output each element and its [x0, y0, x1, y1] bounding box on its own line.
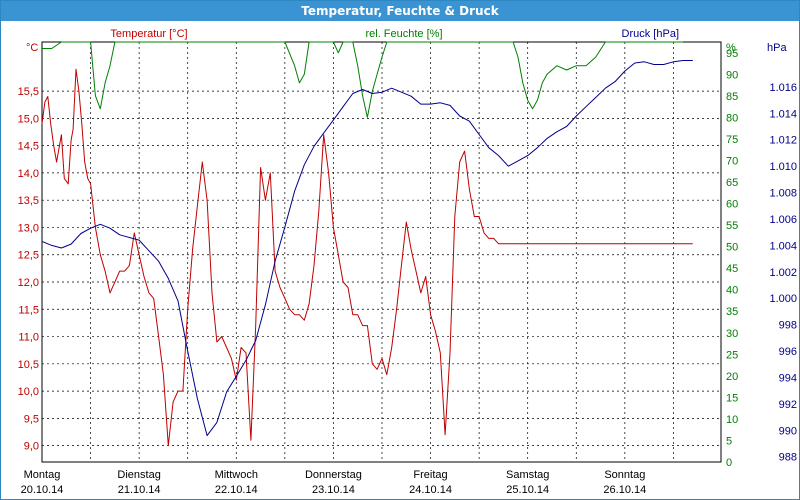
x-date-label: 24.10.14: [409, 484, 452, 496]
tick-label-pressure: 998: [779, 320, 797, 332]
tick-label-humidity: 15: [726, 392, 738, 404]
tick-label-temperature: 11,5: [18, 304, 39, 316]
tick-label-pressure: 1.008: [769, 188, 797, 200]
x-date-label: 20.10.14: [21, 484, 64, 496]
tick-label-humidity: 0: [726, 457, 732, 469]
tick-label-temperature: 15,5: [18, 86, 39, 98]
tick-label-humidity: 10: [726, 414, 738, 426]
tick-label-humidity: 95: [726, 48, 738, 60]
tick-label-temperature: 12,0: [18, 277, 39, 289]
axis-title-humidity: rel. Feuchte [%]: [365, 28, 442, 40]
tick-label-pressure: 990: [779, 425, 797, 437]
series-line-temperature: [41, 68, 693, 447]
series-layer: [41, 41, 693, 447]
tick-label-temperature: 10,5: [18, 359, 39, 371]
tick-label-pressure: 1.004: [769, 240, 797, 252]
tick-label-pressure: 1.006: [769, 214, 797, 226]
axis-title-pressure: Druck [hPa]: [622, 28, 679, 40]
series-line-pressure: [41, 60, 693, 437]
x-day-label: Samstag: [506, 469, 549, 481]
chart-canvas: 9,0 9,5 10,0 10,5 11,0 11,5 12,0 12,5 13,0 13,5 14…: [18, 28, 797, 496]
x-date-label: 21.10.14: [118, 484, 161, 496]
tick-label-humidity: 60: [726, 199, 738, 211]
x-day-label: Montag: [24, 469, 61, 481]
tick-label-humidity: 90: [726, 69, 738, 81]
tick-label-pressure: 1.016: [769, 82, 797, 94]
tick-label-temperature: 14,5: [18, 141, 39, 153]
tick-label-pressure: 994: [779, 372, 797, 384]
x-day-label: Dienstag: [117, 469, 160, 481]
tick-label-temperature: 12,5: [18, 250, 39, 262]
x-date-label: 22.10.14: [215, 484, 258, 496]
tick-label-pressure: 1.000: [769, 293, 797, 305]
tick-label-temperature: 13,0: [18, 222, 39, 234]
x-day-label: Donnerstag: [305, 469, 362, 481]
tick-label-pressure: 996: [779, 346, 797, 358]
x-date-label: 26.10.14: [603, 484, 646, 496]
axis-title-temperature: Temperatur [°C]: [110, 28, 187, 40]
tick-label-humidity: 85: [726, 91, 738, 103]
tick-label-temperature: 13,5: [18, 195, 39, 207]
axis-unit-pressure: hPa: [767, 42, 787, 54]
grid-layer: [41, 41, 722, 463]
tick-label-humidity: 75: [726, 134, 738, 146]
tick-label-temperature: 14,0: [18, 168, 39, 180]
tick-label-humidity: 45: [726, 263, 738, 275]
tick-label-humidity: 20: [726, 371, 738, 383]
tick-label-humidity: 30: [726, 328, 738, 340]
x-day-label: Freitag: [413, 469, 447, 481]
tick-label-temperature: 15,0: [18, 113, 39, 125]
tick-label-pressure: 1.002: [769, 267, 797, 279]
x-date-label: 25.10.14: [506, 484, 549, 496]
axis-unit-humidity: %: [726, 42, 736, 54]
tick-label-pressure: 992: [779, 399, 797, 411]
tick-label-humidity: 50: [726, 242, 738, 254]
tick-label-humidity: 70: [726, 155, 738, 167]
axis-unit-temperature: °C: [26, 42, 38, 54]
tick-label-temperature: 9,0: [24, 441, 39, 453]
tick-label-pressure: 1.010: [769, 161, 797, 173]
tick-label-humidity: 65: [726, 177, 738, 189]
series-line-humidity: [42, 41, 684, 118]
tick-label-humidity: 35: [726, 306, 738, 318]
x-date-label: 23.10.14: [312, 484, 355, 496]
window-title: Temperatur, Feuchte & Druck: [1, 1, 799, 21]
tick-label-pressure: 988: [779, 452, 797, 464]
tick-label-humidity: 55: [726, 220, 738, 232]
tick-label-temperature: 10,0: [18, 386, 39, 398]
x-day-label: Sonntag: [604, 469, 645, 481]
tick-label-humidity: 5: [726, 435, 732, 447]
tick-label-humidity: 40: [726, 285, 738, 297]
tick-label-temperature: 9,5: [24, 413, 39, 425]
x-day-label: Mittwoch: [215, 469, 258, 481]
tick-label-pressure: 1.014: [769, 108, 797, 120]
tick-label-temperature: 11,0: [18, 332, 39, 344]
tick-label-humidity: 25: [726, 349, 738, 361]
axis-layer: 9,0 9,5 10,0 10,5 11,0 11,5 12,0 12,5 13,0 13,5 14…: [18, 42, 797, 469]
plot-border: [41, 41, 722, 463]
tick-label-humidity: 80: [726, 112, 738, 124]
label-layer: Temperatur [°C] rel. Feuchte [%] Druck [hP…: [21, 28, 679, 496]
tick-label-pressure: 1.012: [769, 135, 797, 147]
